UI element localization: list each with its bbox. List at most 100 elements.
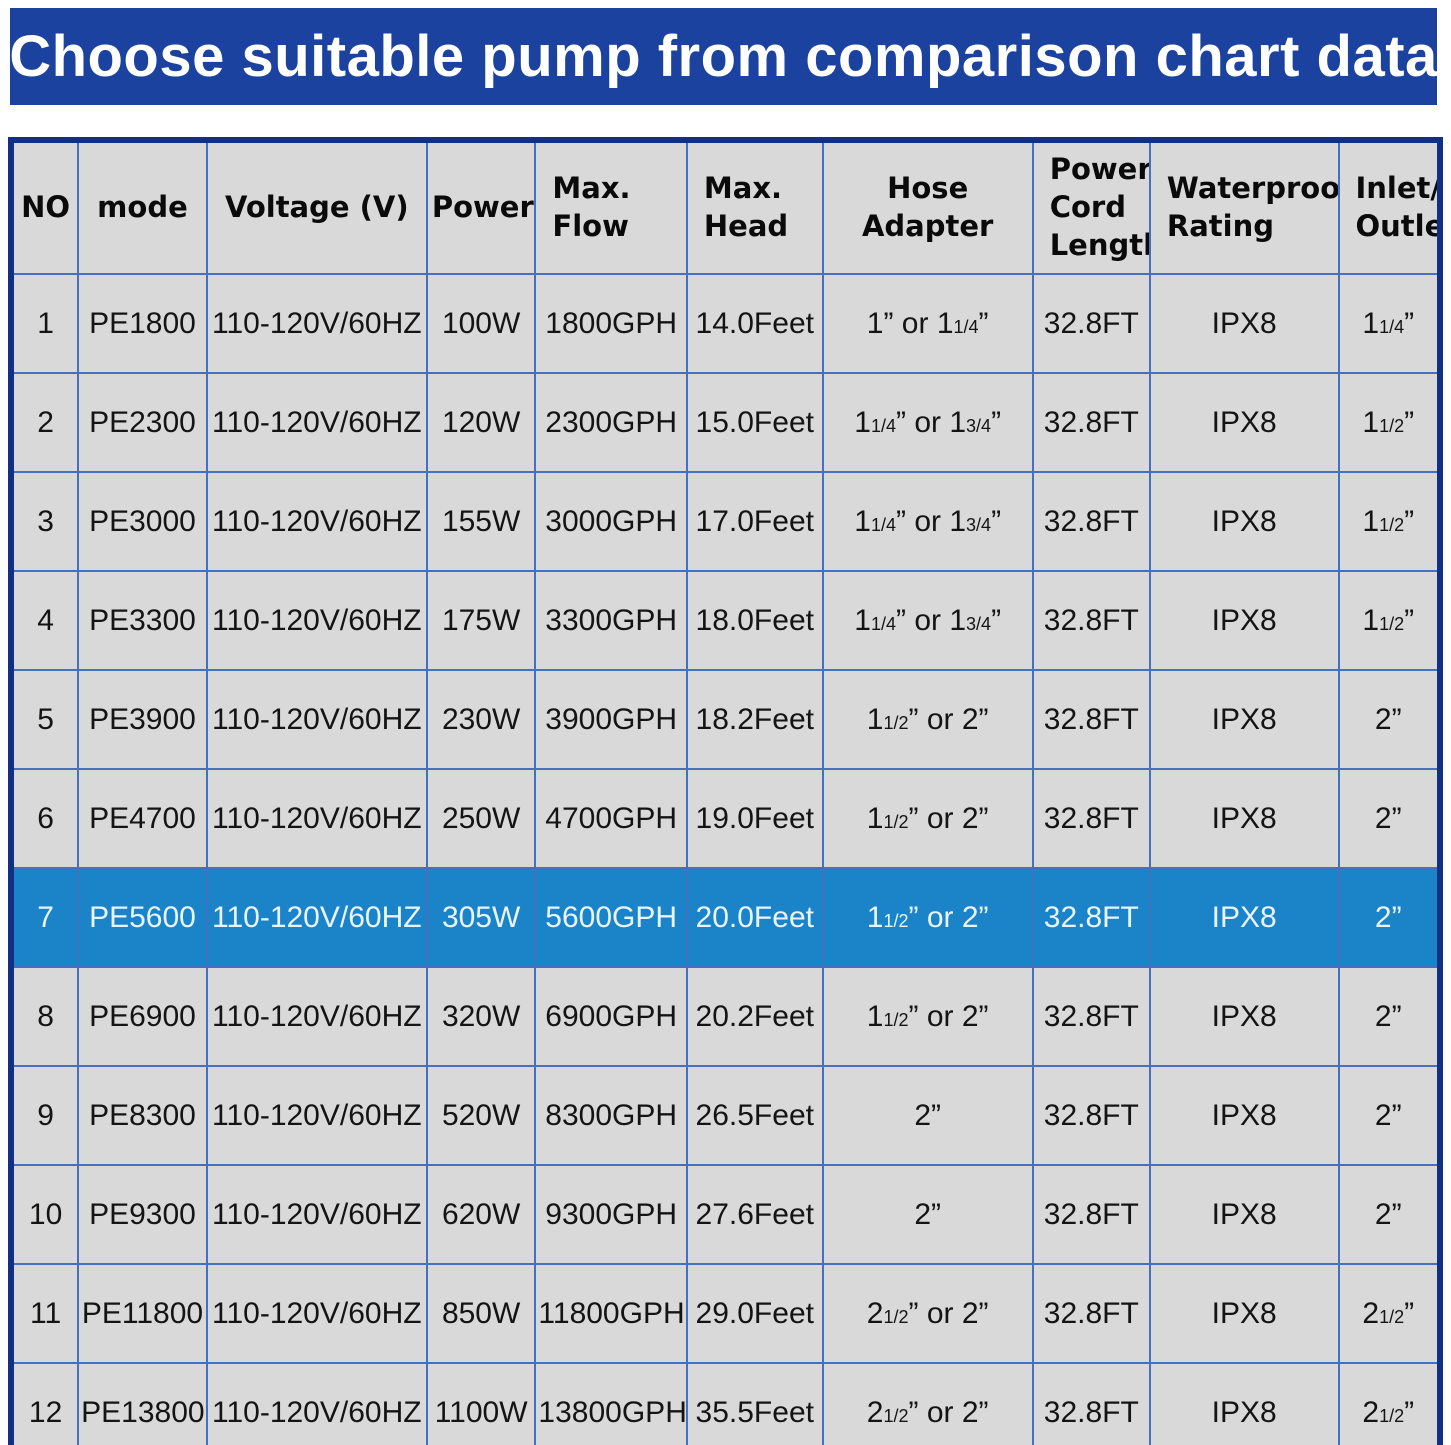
table-cell: 21/2” [1337, 1362, 1441, 1445]
column-header: Waterproof Rating [1148, 139, 1340, 275]
table-row: 11 PE11800 110-120V/60HZ 850W 11800GPH 29.0Fe… [9, 1263, 1441, 1364]
table-cell: 5600GPH [534, 867, 688, 968]
table-cell: PE13800 [77, 1362, 208, 1445]
table-cell: 32.8FT [1031, 768, 1151, 869]
table-cell: 2 [9, 372, 80, 473]
column-header: Max. Head [685, 139, 824, 275]
table-cell: 26.5Feet [685, 1065, 824, 1166]
table-cell: 18.2Feet [685, 669, 824, 770]
column-header: Power Cord Length [1031, 139, 1151, 275]
inline-fraction: 1/4 [870, 415, 896, 436]
table-cell: 2” [1337, 768, 1441, 869]
table-cell: PE4700 [77, 768, 208, 869]
table-cell: 32.8FT [1031, 1164, 1151, 1265]
inline-fraction: 3/4 [966, 613, 992, 634]
table-cell: 11/4” or 13/4” [821, 471, 1034, 572]
table-cell: 11/2” or 2” [821, 867, 1034, 968]
table-cell: 32.8FT [1031, 1065, 1151, 1166]
table-cell: 11 [9, 1263, 80, 1364]
table-cell: PE1800 [77, 273, 208, 374]
table-cell: PE9300 [77, 1164, 208, 1265]
inline-fraction: 1/4 [870, 514, 896, 535]
table-cell: 35.5Feet [685, 1362, 824, 1445]
table-cell: 100W [425, 273, 537, 374]
table-cell: 230W [425, 669, 537, 770]
table-cell: PE3300 [77, 570, 208, 671]
table-cell: 8 [9, 966, 80, 1067]
table-cell: 21/2” [1337, 1263, 1441, 1364]
table-cell: PE3000 [77, 471, 208, 572]
table-cell: 11/4” or 13/4” [821, 570, 1034, 671]
table-cell: 29.0Feet [685, 1263, 824, 1364]
table-cell: 2” [1337, 1164, 1441, 1265]
inline-fraction: 1/2 [1379, 415, 1405, 436]
table-row: 4 PE3300 110-120V/60HZ 175W 3300GPH 18.0Feet 1… [9, 570, 1441, 671]
table-cell: 110-120V/60HZ [205, 471, 428, 572]
inline-fraction: 1/4 [1379, 316, 1405, 337]
table-cell: IPX8 [1148, 471, 1340, 572]
table-cell: 1 [9, 273, 80, 374]
table-row: 10 PE9300 110-120V/60HZ 620W 9300GPH 27.6Feet… [9, 1164, 1441, 1265]
table-cell: IPX8 [1148, 669, 1340, 770]
table-cell: 1800GPH [534, 273, 688, 374]
table-cell: 32.8FT [1031, 471, 1151, 572]
column-header: Max. Flow [534, 139, 688, 275]
inline-fraction: 1/2 [1379, 514, 1405, 535]
table-cell: 250W [425, 768, 537, 869]
table-cell: IPX8 [1148, 768, 1340, 869]
table-row: 3 PE3000 110-120V/60HZ 155W 3000GPH 17.0Feet 1… [9, 471, 1441, 572]
table-cell: 14.0Feet [685, 273, 824, 374]
column-header: Power [425, 139, 537, 275]
table-cell: 21/2” or 2” [821, 1362, 1034, 1445]
table-cell: 1100W [425, 1362, 537, 1445]
inline-fraction: 1/2 [1379, 613, 1405, 634]
column-header: NO [9, 139, 80, 275]
table-row: 2 PE2300 110-120V/60HZ 120W 2300GPH 15.0Feet 1… [9, 372, 1441, 473]
table-cell: 20.2Feet [685, 966, 824, 1067]
table-row: 12 PE13800 110-120V/60HZ 1100W 13800GPH 35.5F… [9, 1362, 1441, 1445]
table-cell: PE3900 [77, 669, 208, 770]
table-row: 5 PE3900 110-120V/60HZ 230W 3900GPH 18.2Feet 1… [9, 669, 1441, 770]
table-cell: 11/2” [1337, 570, 1441, 671]
table-cell: 19.0Feet [685, 768, 824, 869]
table-cell: 2” [1337, 867, 1441, 968]
table-cell: 32.8FT [1031, 570, 1151, 671]
inline-fraction: 1/2 [883, 811, 909, 832]
table-cell: 32.8FT [1031, 372, 1151, 473]
table-cell: PE5600 [77, 867, 208, 968]
table-cell: 6 [9, 768, 80, 869]
table-cell: IPX8 [1148, 1065, 1340, 1166]
table-cell: IPX8 [1148, 966, 1340, 1067]
table-cell: IPX8 [1148, 1362, 1340, 1445]
table-body: 1 PE1800 110-120V/60HZ 100W 1800GPH 14.0Feet 1… [9, 273, 1441, 1445]
inline-fraction: 3/4 [966, 514, 992, 535]
inline-fraction: 1/2 [883, 1405, 909, 1426]
inline-fraction: 1/2 [883, 1009, 909, 1030]
table-cell: 2” [1337, 1065, 1441, 1166]
inline-fraction: 3/4 [966, 415, 992, 436]
table-cell: 11/2” or 2” [821, 669, 1034, 770]
inline-fraction: 1/2 [883, 712, 909, 733]
table-cell: 110-120V/60HZ [205, 966, 428, 1067]
table-cell: 110-120V/60HZ [205, 372, 428, 473]
table-cell: 11/2” or 2” [821, 966, 1034, 1067]
column-header: Voltage (V) [205, 139, 428, 275]
table-cell: 12 [9, 1362, 80, 1445]
table-cell: 110-120V/60HZ [205, 1263, 428, 1364]
table-cell: 110-120V/60HZ [205, 867, 428, 968]
title-banner: Choose suitable pump from comparison cha… [9, 8, 1437, 105]
table-cell: 175W [425, 570, 537, 671]
table-cell: 3 [9, 471, 80, 572]
table-cell: 4 [9, 570, 80, 671]
table-cell: IPX8 [1148, 372, 1340, 473]
table-row-highlighted: 7 PE5600 110-120V/60HZ 305W 5600GPH 20.0Feet 1… [9, 867, 1441, 968]
column-header: Hose Adapter [821, 139, 1034, 275]
table-cell: 2” [821, 1065, 1034, 1166]
table-cell: 3000GPH [534, 471, 688, 572]
inline-fraction: 1/4 [953, 316, 979, 337]
table-cell: 10 [9, 1164, 80, 1265]
table-cell: 11/4” or 13/4” [821, 372, 1034, 473]
table-cell: 13800GPH [534, 1362, 688, 1445]
table-row: 6 PE4700 110-120V/60HZ 250W 4700GPH 19.0Feet 1… [9, 768, 1441, 869]
